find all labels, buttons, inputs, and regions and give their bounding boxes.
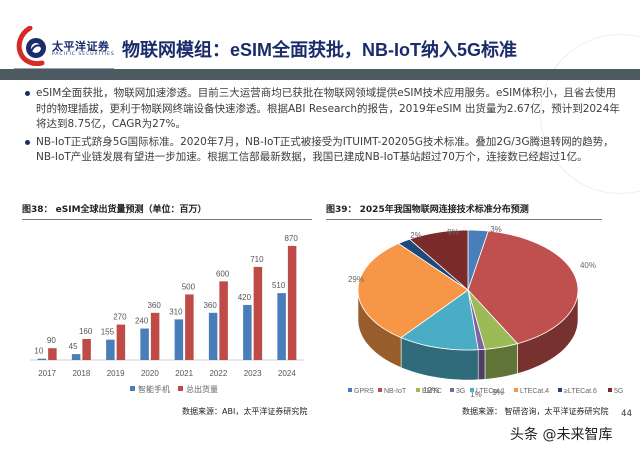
title-divider-bar [0,69,640,80]
bar-total-2019 [116,324,126,360]
x-tick-label: 2018 [72,369,90,378]
legend-label: 智能手机 [138,384,170,394]
bar-smartphone-2019 [106,339,115,360]
pie-data-label: 5% [492,388,504,397]
pie-chart: 3% 40% 5% 1% 12% 29% 2% 9% GPRS NB-IoT EMTC 3G LTECa… [348,225,623,399]
bar-smartphone-2024 [277,293,286,360]
legend-swatch [378,388,382,392]
figure-39: 图39： 2025年我国物联网连接技术标准分布预测 3% 40% 5% 1% 12% 29… [326,202,623,422]
pie-side-3G [477,349,486,380]
legend-swatch [348,388,352,392]
pie-slice-LTECat.4 [357,243,469,339]
watermark: 头条 @未来智库 [510,427,613,443]
bar-total-2017 [48,348,57,360]
x-tick-label: 2019 [107,369,125,378]
bar-total-2022 [219,281,228,360]
page-number: 44 [621,409,632,419]
x-tick-label: 2021 [175,369,193,378]
bar-total-2024 [287,245,297,360]
figure-38: 图38： eSIM全球出货量预测（单位：百万） 10 90 2017 45 160 201… [22,202,312,422]
page-title: 物联网模组：eSIM全面获批，NB-IoT纳入5G标准 [122,40,518,60]
data-label: 45 [69,342,78,351]
bar-smartphone-2020 [140,328,149,360]
legend-label: ≥LTECat.6 [564,388,597,395]
pie-data-label: 29% [348,275,364,284]
data-label: 160 [79,327,93,336]
pie-data-label: 9% [447,228,459,237]
legend-label: NB-IoT [384,388,407,395]
legend-swatch [416,388,420,392]
figure-38-rule [22,219,312,220]
pie-data-label: 1% [470,390,482,399]
figure-39-title: 图39： 2025年我国物联网连接技术标准分布预测 [326,205,529,215]
bar-smartphone-2018 [71,354,81,360]
bar-total-2023 [253,266,263,360]
logo-text-cn: 太平洋证券 [52,40,110,53]
data-label: 870 [284,234,298,243]
bar-total-2021 [185,294,194,360]
legend-swatch [470,388,474,392]
logo-mark-icon [16,26,46,66]
legend-swatch [178,386,183,391]
data-label: 310 [169,307,183,316]
data-label: 90 [47,336,56,345]
pie-data-label: 2% [410,231,422,240]
data-label: 10 [34,347,43,356]
bar-smartphone-2017 [37,358,47,360]
legend-swatch [608,388,612,392]
bullet-list: eSIM全面获批，物联网加速渗透。目前三大运营商均已获批在物联网领域提供eSIM… [24,86,624,168]
legend-label: 5G [614,388,623,395]
bar-total-2018 [82,339,91,360]
pie-data-label: 12% [423,386,439,395]
data-label: 510 [272,281,286,290]
bar-total-2020 [150,312,160,360]
legend-swatch [514,388,518,392]
data-label: 240 [135,317,149,326]
bar-smartphone-2022 [208,312,218,360]
x-tick-label: 2022 [209,369,227,378]
x-tick-label: 2023 [244,369,262,378]
company-logo: 太平洋证券 PACIFIC SECURITIES [16,26,116,66]
logo-text-en: PACIFIC SECURITIES [52,52,115,57]
data-label: 360 [203,301,217,310]
legend-label: EMTC [422,388,442,395]
figure-38-source: 数据来源：ABI，太平洋证券研究院 [182,407,308,416]
pie-slice-EMTC [467,289,519,350]
x-tick-label: 2017 [38,369,56,378]
data-label: 360 [147,301,161,310]
x-tick-label: 2020 [141,369,159,378]
bullet-esim: eSIM全面获批，物联网加速渗透。目前三大运营商均已获批在物联网领域提供eSIM… [24,86,624,133]
pie-slice-5G [408,229,469,291]
slide-header: 太平洋证券 PACIFIC SECURITIES 物联网模组：eSIM全面获批，… [0,0,640,194]
pie-data-label: 40% [580,261,596,270]
legend-label: GPRS [354,388,374,395]
legend-label: LTECat.4 [520,388,549,395]
data-label: 600 [216,269,230,278]
figure-39-rule [326,219,602,220]
x-tick-label: 2024 [278,369,296,378]
legend-swatch [558,388,562,392]
data-label: 500 [182,282,196,291]
data-label: 420 [238,293,252,302]
figure-38-title: 图38： eSIM全球出货量预测（单位：百万） [22,205,207,215]
pie-slice-NB-IoT [467,230,579,345]
data-label: 155 [101,328,115,337]
legend-swatch [450,388,454,392]
figure-39-source: 数据来源： 智研咨询，太平洋证券研究院 [462,407,609,416]
bar-smartphone-2023 [243,304,252,360]
legend-label: 总出货量 [186,384,218,394]
pie-data-label: 3% [490,225,502,234]
bullet-nb-iot: NB-IoT正式跻身5G国际标准。2020年7月，NB-IoT正式被接受为ITU… [24,135,624,166]
data-label: 270 [113,313,127,322]
legend-label: 3G [456,388,465,395]
legend-swatch [130,386,135,391]
bar-smartphone-2021 [174,319,184,360]
data-label: 710 [250,255,264,264]
pie-slice-LTECat.1 [400,289,479,351]
legend-label: LTECat.1 [476,388,505,395]
